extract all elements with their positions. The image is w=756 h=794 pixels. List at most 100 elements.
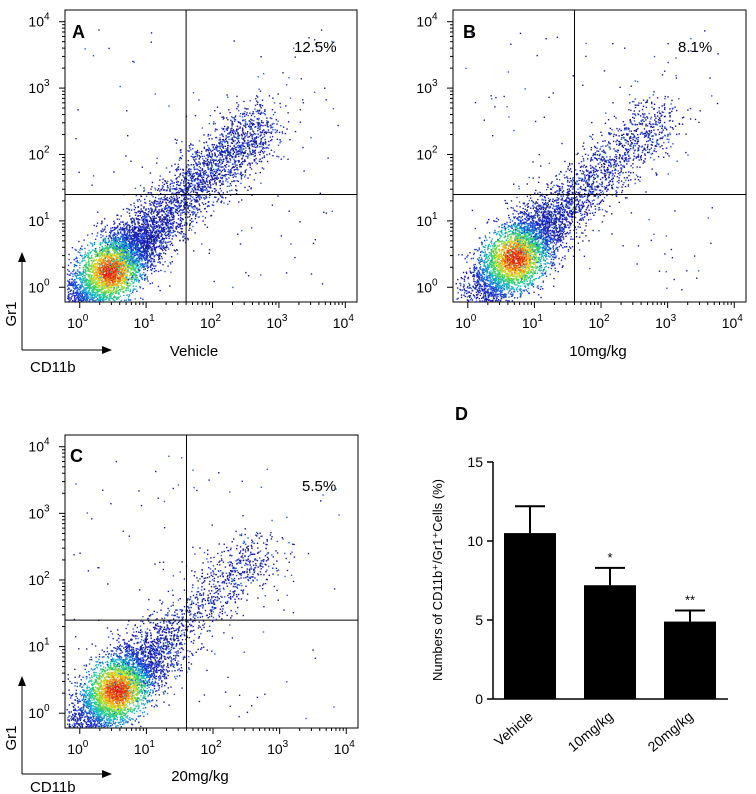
event-dot [116, 298, 118, 300]
event-dot [106, 224, 108, 227]
event-dot [238, 150, 240, 153]
event-dot [112, 260, 114, 263]
event-dot [88, 265, 91, 267]
event-dot [257, 126, 259, 128]
event-dot [166, 185, 169, 187]
event-dot [194, 189, 196, 191]
event-dot [114, 270, 116, 272]
event-dot [156, 229, 158, 231]
event-dot [253, 116, 256, 118]
event-dot [170, 256, 173, 258]
event-dot [110, 229, 112, 231]
event-dot [129, 237, 131, 240]
event-dot [129, 290, 131, 292]
event-dot [124, 283, 126, 286]
event-dot [124, 256, 127, 259]
event-dot [154, 202, 156, 204]
event-dot [178, 187, 181, 190]
event-dot [194, 201, 197, 203]
event-dot [107, 247, 109, 249]
event-dot [198, 181, 200, 184]
event-dot [138, 281, 140, 283]
event-dot [95, 278, 97, 280]
event-dot [144, 245, 146, 247]
event-dot [85, 284, 88, 286]
event-dot [80, 279, 82, 281]
event-dot [152, 245, 154, 248]
event-dot [87, 292, 89, 295]
event-dot [184, 204, 186, 206]
event-dot [110, 263, 112, 265]
event-dot [131, 231, 134, 233]
event-dot [66, 273, 69, 275]
event-dot [138, 218, 141, 221]
event-dot [122, 276, 124, 279]
event-dot [213, 177, 216, 179]
event-dot [176, 253, 179, 255]
event-dot [156, 237, 158, 239]
event-dot [218, 173, 220, 175]
event-dot [105, 273, 108, 275]
event-dot [114, 247, 117, 250]
event-dot [125, 282, 128, 284]
event-dot [120, 274, 122, 276]
event-dot [97, 279, 99, 281]
event-dot [126, 234, 128, 236]
event-dot [96, 254, 99, 256]
event-dot [167, 230, 169, 232]
event-dot [203, 162, 205, 164]
event-dot [71, 283, 73, 285]
event-dot [242, 138, 244, 140]
event-dot [179, 209, 181, 212]
event-dot [108, 267, 110, 269]
event-dot [121, 268, 124, 270]
event-dot [68, 281, 71, 283]
event-dot [164, 270, 166, 273]
event-dot [80, 295, 82, 297]
event-dot [142, 251, 145, 253]
event-dot [116, 256, 119, 258]
event-dot [259, 141, 262, 144]
event-dot [123, 282, 125, 285]
event-dot [117, 296, 119, 299]
event-dot [105, 265, 107, 267]
event-dot [81, 279, 83, 281]
event-dot [225, 197, 227, 199]
event-dot [259, 128, 261, 131]
event-dot [142, 218, 145, 221]
event-dot [128, 296, 130, 298]
event-dot [95, 265, 97, 268]
event-dot [214, 191, 216, 193]
event-dot [166, 244, 168, 247]
event-dot [242, 137, 245, 140]
event-dot [118, 269, 120, 271]
event-dot [170, 179, 172, 181]
event-dot [207, 154, 210, 157]
event-dot [160, 248, 162, 250]
event-dot [120, 284, 123, 286]
event-dot [87, 285, 89, 287]
event-dot [236, 180, 238, 182]
event-dot [249, 174, 251, 176]
event-dot [155, 225, 157, 228]
event-dot [101, 266, 104, 268]
event-dot [197, 175, 200, 177]
event-dot [216, 174, 218, 177]
event-dot [246, 144, 249, 146]
event-dot [135, 217, 137, 219]
event-dot [92, 290, 94, 292]
event-dot [82, 272, 85, 275]
event-dot [145, 240, 147, 242]
event-dot [130, 267, 132, 269]
event-dot [103, 298, 105, 301]
event-dot [157, 285, 160, 288]
event-dot [95, 284, 97, 286]
event-dot [128, 238, 131, 240]
event-dot [150, 269, 152, 271]
event-dot [158, 202, 161, 204]
event-dot [120, 270, 122, 273]
event-dot [126, 248, 128, 251]
event-dot [261, 150, 264, 153]
event-dot [155, 221, 157, 223]
event-dot [172, 201, 174, 203]
